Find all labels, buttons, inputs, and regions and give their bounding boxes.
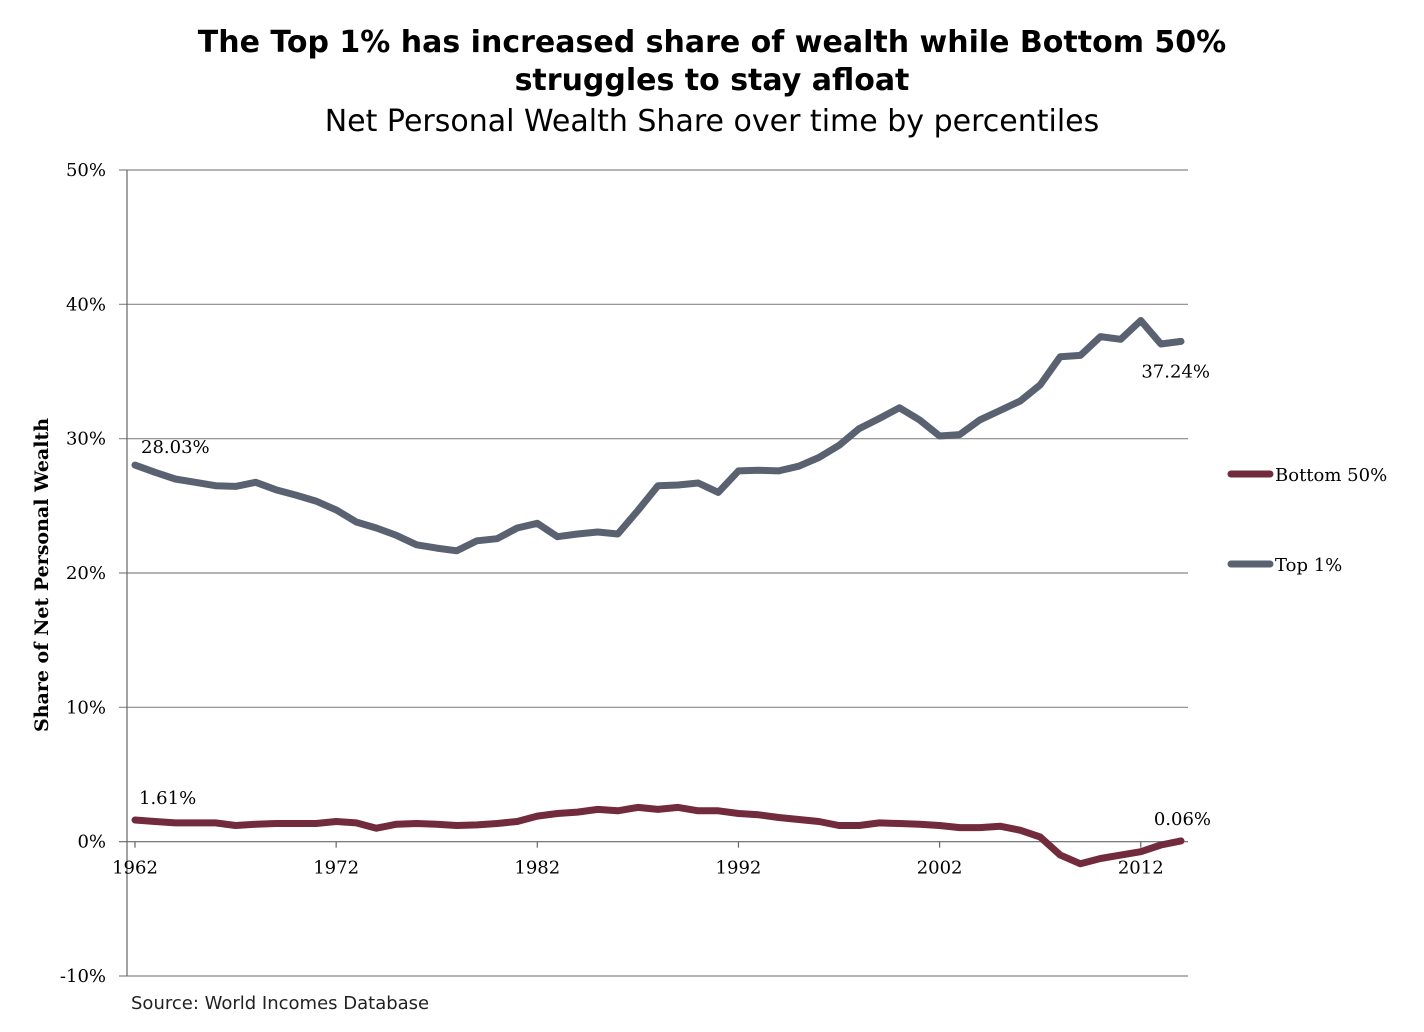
top1-end-label: 37.24% — [1141, 361, 1210, 382]
data-labels: 28.03% 37.24% 1.61% 0.06% — [139, 361, 1211, 829]
gridlines — [119, 169, 1188, 977]
x-tick-label: 1962 — [112, 858, 158, 879]
legend: Bottom 50% Top 1% — [1227, 465, 1387, 576]
top1-start-label: 28.03% — [141, 437, 210, 458]
bottom50-start-label: 1.61% — [139, 788, 196, 809]
chart-subtitle: Net Personal Wealth Share over time by p… — [324, 104, 1100, 139]
y-tick-label: 30% — [66, 429, 106, 450]
axes: -10% 0% 10% 20% 30% 40% 50% 1962 1972 1982 1992 200… — [60, 160, 1164, 987]
x-tick-label: 2002 — [917, 858, 963, 879]
chart-title: The Top 1% has increased share of wealth… — [0, 24, 1424, 100]
x-tick-label: 1972 — [313, 858, 359, 879]
source-note: Source: World Incomes Database — [131, 993, 430, 1014]
series-line-bottom-50- — [131, 803, 1185, 868]
x-tick-label: 2012 — [1118, 858, 1164, 879]
chart-title-line1: The Top 1% has increased share of wealth… — [197, 25, 1227, 60]
legend-item: Bottom 50% — [1227, 465, 1387, 486]
y-tick-label: 10% — [66, 697, 106, 718]
y-tick-label: 0% — [77, 832, 106, 853]
series-line-top-1- — [131, 317, 1185, 555]
legend-item: Top 1% — [1227, 555, 1342, 576]
y-tick-label: 50% — [66, 160, 106, 181]
legend-label: Bottom 50% — [1275, 465, 1387, 486]
x-tick-label: 1982 — [514, 858, 560, 879]
y-axis-label: Share of Net Personal Wealth — [31, 418, 53, 732]
x-tick-label: 1992 — [716, 858, 762, 879]
y-tick-label: 40% — [66, 294, 106, 315]
y-tick-label: -10% — [60, 966, 106, 987]
bottom50-end-label: 0.06% — [1154, 809, 1211, 830]
series-lines — [131, 317, 1185, 868]
chart-title-line2: struggles to stay afloat — [514, 63, 910, 98]
legend-label: Top 1% — [1275, 555, 1342, 576]
y-tick-label: 20% — [66, 563, 106, 584]
